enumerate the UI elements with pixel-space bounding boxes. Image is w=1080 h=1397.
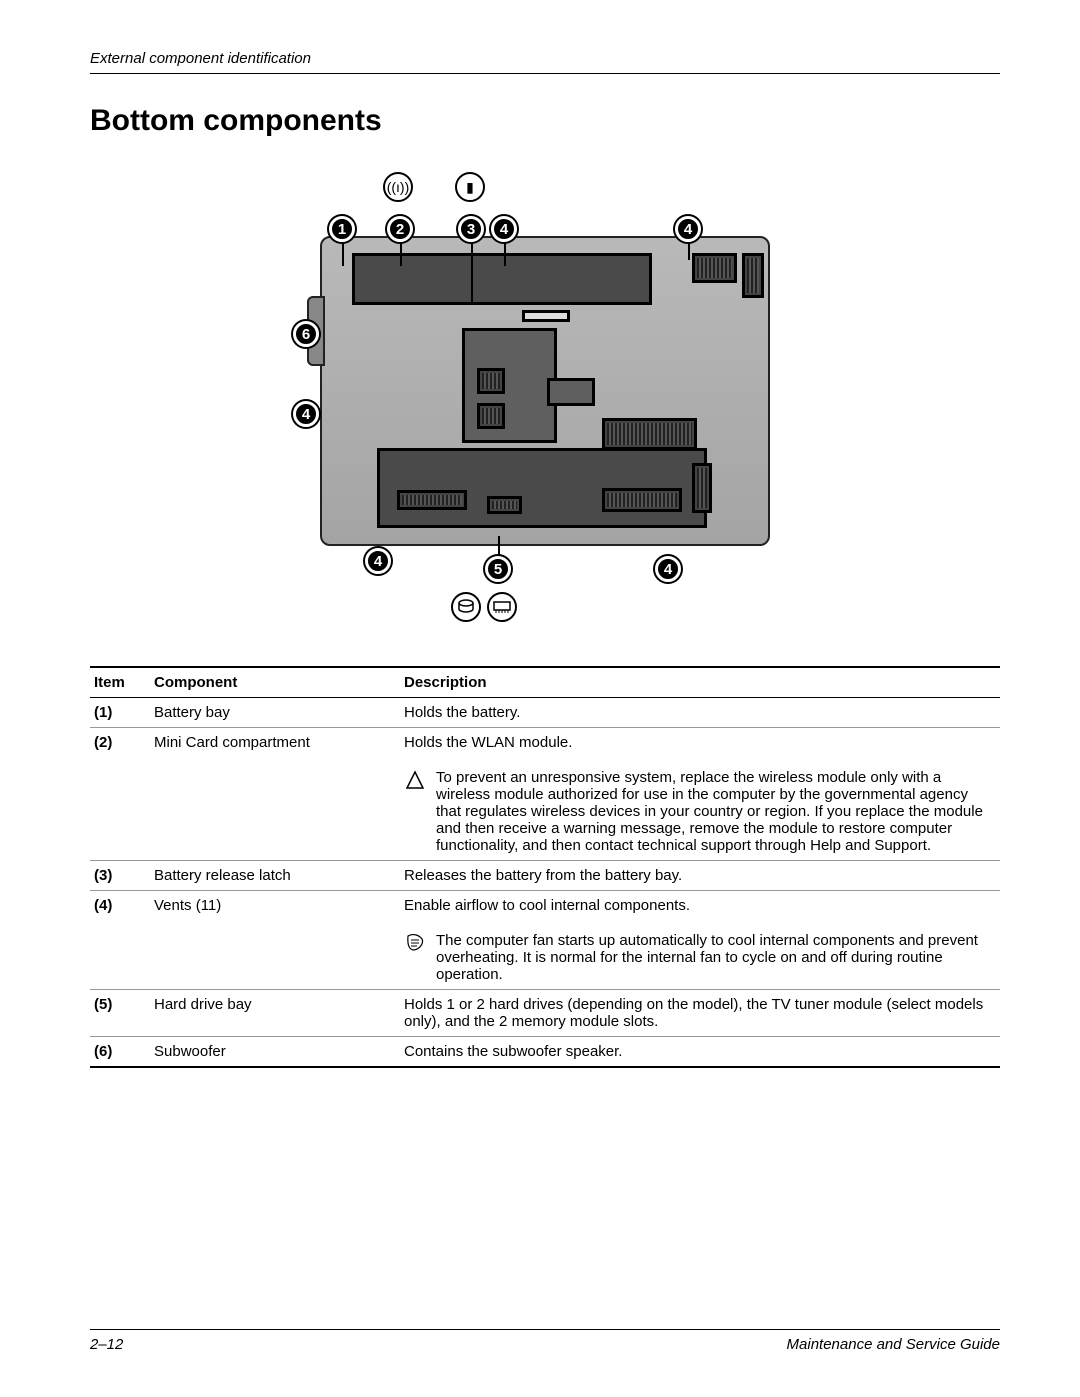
- laptop-bottom-shell: [320, 236, 770, 546]
- table-row: (2) Mini Card compartment Holds the WLAN…: [90, 728, 1000, 758]
- table-row: (4) Vents (11) Enable airflow to cool in…: [90, 891, 1000, 921]
- callout-1: 1: [329, 216, 355, 242]
- guide-title: Maintenance and Service Guide: [787, 1336, 1000, 1353]
- callout-4d: 4: [365, 548, 391, 574]
- table-row: To prevent an unresponsive system, repla…: [90, 757, 1000, 861]
- battery-icon: ▮: [455, 172, 485, 202]
- section-title: Bottom components: [90, 104, 1000, 138]
- table-row: (1) Battery bay Holds the battery.: [90, 698, 1000, 728]
- info-note: The computer fan starts up automatically…: [404, 926, 996, 983]
- bottom-components-diagram: ((ı)) ▮: [275, 166, 815, 626]
- table-row: The computer fan starts up automatically…: [90, 920, 1000, 990]
- caution-icon: [404, 769, 426, 791]
- callout-4a: 4: [491, 216, 517, 242]
- callout-3: 3: [458, 216, 484, 242]
- callout-4e: 4: [655, 556, 681, 582]
- diagram-container: ((ı)) ▮: [90, 166, 1000, 626]
- callout-5: 5: [485, 556, 511, 582]
- page-footer: 2–12 Maintenance and Service Guide: [90, 1329, 1000, 1353]
- th-item: Item: [90, 667, 150, 698]
- table-row: (6) Subwoofer Contains the subwoofer spe…: [90, 1037, 1000, 1068]
- caution-note: To prevent an unresponsive system, repla…: [404, 763, 996, 854]
- page-number: 2–12: [90, 1336, 123, 1353]
- components-table: Item Component Description (1) Battery b…: [90, 666, 1000, 1068]
- th-component: Component: [150, 667, 400, 698]
- note-icon: [404, 932, 426, 954]
- callout-6: 6: [293, 321, 319, 347]
- memory-icon: [487, 592, 517, 622]
- wireless-icon: ((ı)): [383, 172, 413, 202]
- table-row: (5) Hard drive bay Holds 1 or 2 hard dri…: [90, 990, 1000, 1037]
- callout-2: 2: [387, 216, 413, 242]
- callout-4c: 4: [293, 401, 319, 427]
- hdd-icon: [451, 592, 481, 622]
- table-row: (3) Battery release latch Releases the b…: [90, 861, 1000, 891]
- callout-4b: 4: [675, 216, 701, 242]
- page-header: External component identification: [90, 50, 1000, 74]
- th-description: Description: [400, 667, 1000, 698]
